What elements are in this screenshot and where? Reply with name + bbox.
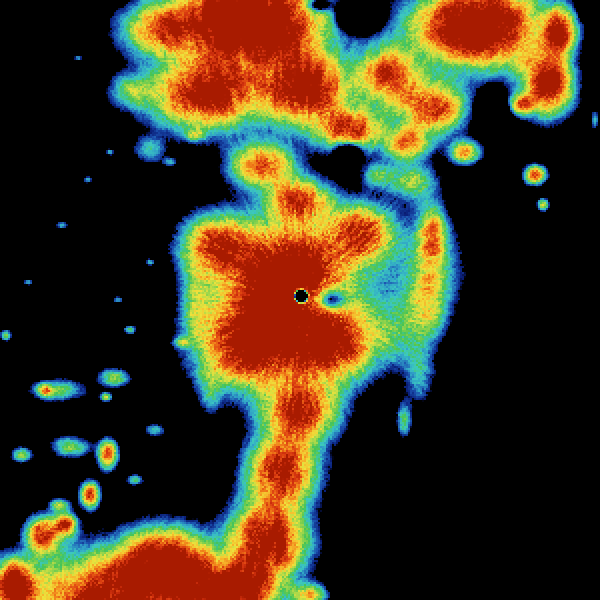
weather-radar-image [0, 0, 600, 600]
radar-canvas [0, 0, 600, 600]
